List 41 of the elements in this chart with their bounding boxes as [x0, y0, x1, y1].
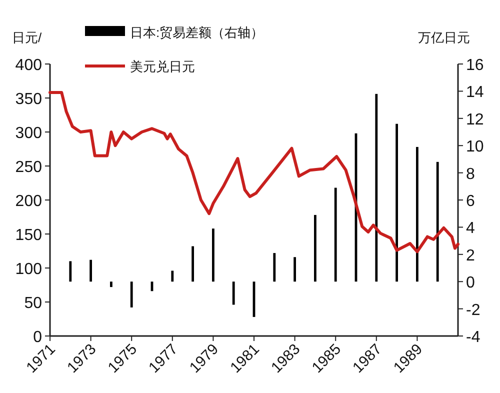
y-tick-label: 200 — [15, 193, 42, 210]
bar — [192, 246, 194, 282]
bar — [396, 124, 398, 282]
bar — [69, 261, 72, 282]
y2-tick-label: -2 — [466, 302, 480, 319]
bar — [334, 188, 337, 282]
bar — [294, 257, 296, 282]
y-tick-label: 100 — [15, 261, 42, 278]
y2-tick-label: 4 — [466, 220, 475, 238]
bar — [90, 260, 92, 282]
y2-tick-label: 10 — [466, 138, 484, 156]
y-tick-label: 400 — [15, 57, 42, 74]
y-tick-label: 150 — [15, 227, 42, 244]
y-axis-title: 日元/ — [12, 30, 42, 45]
bar — [130, 282, 133, 308]
y-tick-label: 0 — [33, 329, 42, 346]
bar — [273, 253, 276, 282]
y2-tick-label: 2 — [466, 247, 475, 264]
bar — [436, 162, 439, 282]
y2-tick-label: 16 — [466, 57, 484, 74]
bar — [212, 228, 214, 282]
bar — [110, 282, 112, 288]
y2-tick-label: 0 — [466, 274, 475, 292]
y2-tick-label: 14 — [466, 84, 484, 102]
legend-label: 美元兑日元 — [130, 59, 195, 74]
y-tick-label: 300 — [15, 125, 42, 142]
y-tick-label: 50 — [24, 295, 42, 312]
y2-tick-label: -4 — [466, 329, 480, 346]
bar — [232, 282, 235, 305]
bar — [171, 270, 174, 282]
bar — [375, 94, 378, 282]
line-series — [48, 91, 460, 254]
y-tick-label: 250 — [15, 159, 42, 176]
y2-axis-title: 万亿日元 — [418, 30, 470, 45]
legend-label: 日本:贸易差额（右轴） — [130, 25, 264, 40]
bar — [416, 146, 418, 282]
y2-tick-label: 8 — [466, 166, 475, 183]
y2-tick-label: 6 — [466, 193, 475, 210]
bar — [314, 214, 316, 282]
y2-tick-label: 12 — [466, 111, 484, 128]
y-tick-label: 350 — [15, 91, 42, 108]
